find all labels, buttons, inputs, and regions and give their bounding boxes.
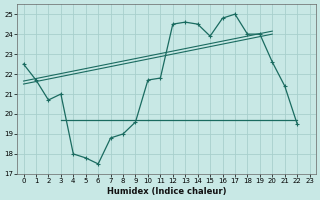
X-axis label: Humidex (Indice chaleur): Humidex (Indice chaleur) bbox=[107, 187, 226, 196]
